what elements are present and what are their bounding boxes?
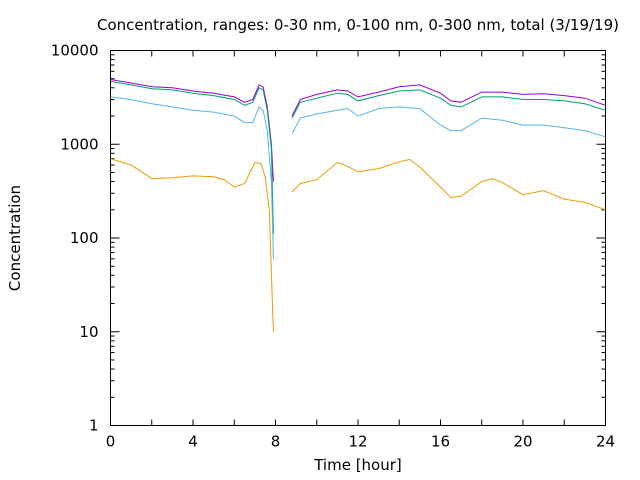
series-group [110, 79, 606, 332]
x-tick-labels: 0 4 8 12 16 20 24 [106, 433, 615, 451]
y-tick-labels: 1 10 100 1000 10000 [51, 42, 99, 435]
y-tick-label: 100 [70, 229, 99, 247]
series-line-3 [110, 96, 606, 259]
x-tick-label: 20 [513, 433, 532, 451]
x-axis-label: Time [hour] [313, 456, 402, 474]
plot-frame [110, 50, 606, 426]
y-tick-label: 10000 [51, 42, 99, 60]
y-tick-label: 1 [89, 417, 99, 435]
axis-ticks [110, 50, 606, 426]
x-tick-label: 4 [188, 433, 198, 451]
x-tick-label: 12 [348, 433, 367, 451]
x-tick-label: 8 [271, 433, 281, 451]
x-tick-label: 24 [596, 433, 615, 451]
y-tick-label: 10 [79, 323, 98, 341]
series-line-2 [110, 80, 606, 235]
x-tick-label: 0 [106, 433, 116, 451]
series-line-4 [110, 158, 606, 332]
chart-title: Concentration, ranges: 0-30 nm, 0-100 nm… [97, 16, 619, 34]
series-line-1 [110, 79, 606, 182]
x-tick-label: 16 [431, 433, 450, 451]
y-axis-label: Concentration [6, 185, 24, 291]
y-tick-label: 1000 [60, 135, 98, 153]
